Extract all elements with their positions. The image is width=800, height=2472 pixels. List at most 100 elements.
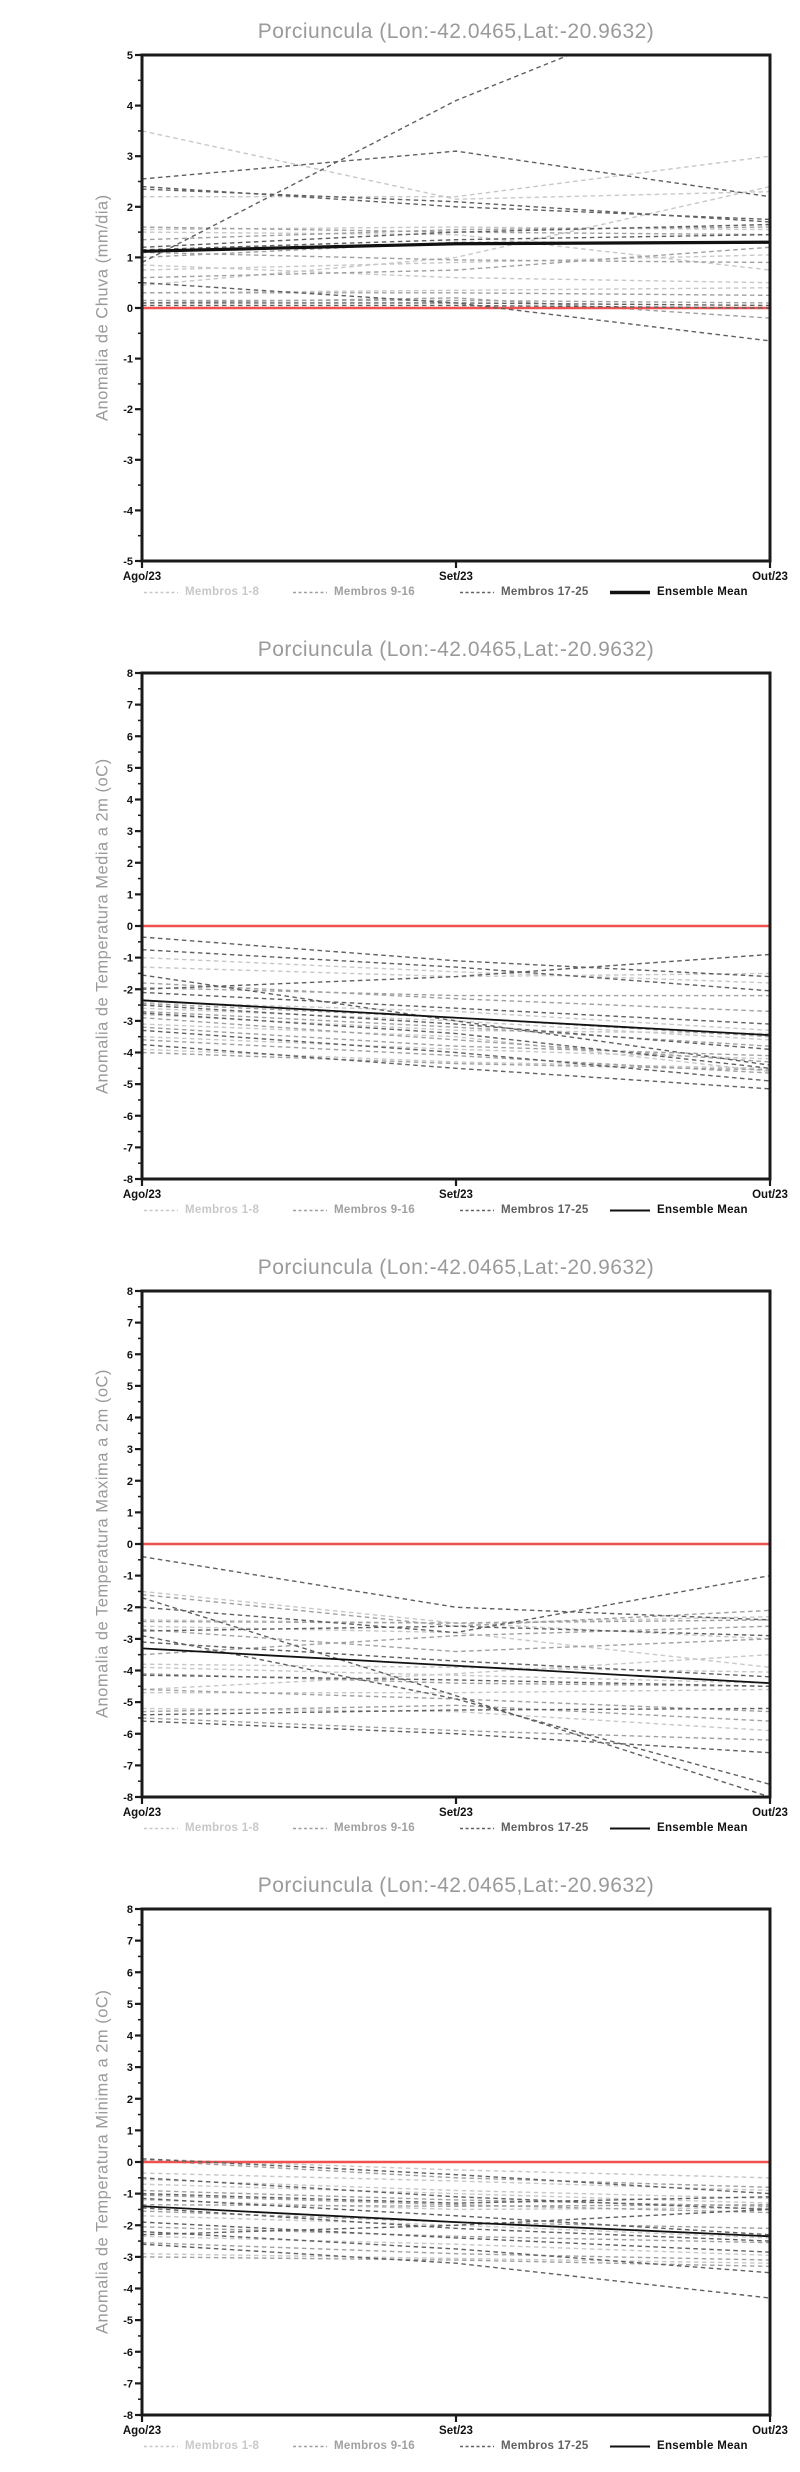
legend-label: Membros 9-16 xyxy=(334,1204,415,1216)
y-tick-label: 5 xyxy=(127,763,133,775)
plot-area: -8 -7 -6 -5 -4 -3 -2 -1 0 1 2 3 4 5 6 7 8 Ago/23 Set/23 Out… xyxy=(123,1286,788,1819)
y-tick-label: 5 xyxy=(127,1381,133,1393)
max-temperature-anomaly-chart-panel: Porciuncula (Lon:-42.0465,Lat:-20.9632) … xyxy=(0,1236,800,1854)
member-line xyxy=(142,2243,770,2299)
y-tick-label: 8 xyxy=(127,1286,133,1298)
member-line xyxy=(142,1012,770,1070)
member-line xyxy=(142,1026,770,1057)
ensemble-mean-line xyxy=(142,240,770,253)
member-line xyxy=(142,226,770,236)
y-tick-label: -5 xyxy=(123,1697,133,1709)
member-line xyxy=(142,1628,770,1653)
y-tick-label: 8 xyxy=(127,668,133,680)
y-tick-label: -3 xyxy=(123,2252,133,2264)
y-tick-label: 4 xyxy=(127,795,134,807)
member-line xyxy=(142,956,770,984)
legend-label: Membros 9-16 xyxy=(334,586,415,598)
y-tick-label: 0 xyxy=(127,303,133,315)
legend-dashed-line-sample xyxy=(460,2445,494,2447)
y-tick-label: -1 xyxy=(123,354,133,366)
y-tick-label: 5 xyxy=(127,50,133,62)
series-layer xyxy=(142,924,770,1090)
member-line xyxy=(142,2172,770,2192)
chart-title: Porciuncula (Lon:-42.0465,Lat:-20.9632) xyxy=(257,1256,655,1279)
ensemble-mean-line xyxy=(142,1647,770,1685)
legend-dashed-line-sample xyxy=(144,2445,178,2447)
member-line xyxy=(142,1653,770,1691)
member-line xyxy=(142,1635,770,1786)
member-line xyxy=(142,1720,770,1754)
ensemble-mean-line xyxy=(142,999,770,1037)
member-line xyxy=(142,1625,770,1656)
member-line xyxy=(142,150,770,198)
member-line xyxy=(142,287,770,294)
series-layer xyxy=(142,2158,770,2299)
member-line xyxy=(142,936,770,978)
legend-label: Ensemble Mean xyxy=(657,1822,748,1834)
y-tick-label: -7 xyxy=(123,2378,133,2390)
x-tick-label: Set/23 xyxy=(439,571,473,583)
member-line xyxy=(142,2197,770,2236)
legend-item-membros-1-8: Membros 1-8 xyxy=(144,1204,259,1216)
member-line xyxy=(142,1004,770,1051)
member-line xyxy=(142,1029,770,1082)
legend-label: Membros 1-8 xyxy=(185,586,260,598)
legend-solid-line-sample xyxy=(610,1209,650,1211)
legend-label: Ensemble Mean xyxy=(657,586,748,598)
ensemble-mean-line xyxy=(142,2205,770,2238)
legend-dashed-line-sample xyxy=(144,1827,178,1829)
member-line xyxy=(142,1597,770,1797)
member-line xyxy=(142,1048,770,1070)
y-tick-label: -5 xyxy=(123,1079,133,1091)
y-tick-label: 2 xyxy=(127,2094,133,2106)
x-tick-label: Ago/23 xyxy=(123,1189,161,1201)
x-tick-label: Out/23 xyxy=(752,571,788,583)
y-tick-label: -2 xyxy=(123,404,133,416)
member-line xyxy=(142,223,770,248)
y-tick-label: -4 xyxy=(123,505,134,517)
y-tick-label: 3 xyxy=(127,1444,133,1456)
member-line xyxy=(142,2178,770,2200)
member-line xyxy=(142,251,770,264)
member-line xyxy=(142,1625,770,1637)
legend-label: Membros 1-8 xyxy=(185,1204,260,1216)
member-line xyxy=(142,185,770,286)
legend-label: Membros 9-16 xyxy=(334,2440,415,2452)
y-tick-label: -8 xyxy=(123,1792,133,1804)
member-line xyxy=(142,188,770,223)
legend-dashed-line-sample xyxy=(293,591,327,593)
member-line xyxy=(142,1666,770,1684)
member-line xyxy=(142,1616,770,1624)
y-tick-label: -3 xyxy=(123,1634,133,1646)
legend-item-membros-9-16: Membros 9-16 xyxy=(293,1204,415,1216)
chart-title: Porciuncula (Lon:-42.0465,Lat:-20.9632) xyxy=(257,20,655,43)
member-line xyxy=(142,2207,770,2242)
y-tick-label: -4 xyxy=(123,2284,134,2296)
legend-label: Membros 1-8 xyxy=(185,1822,260,1834)
member-line xyxy=(142,282,770,342)
plot-area: -5 -4 -3 -2 -1 0 1 2 3 4 5 Ago/23 Set/23 Out/23 xyxy=(123,50,788,583)
member-line xyxy=(142,1688,770,1694)
member-line xyxy=(142,130,770,200)
min-temperature-anomaly-chart-panel: Porciuncula (Lon:-42.0465,Lat:-20.9632) … xyxy=(0,1854,800,2472)
y-tick-label: 1 xyxy=(127,252,133,264)
legend-label: Membros 1-8 xyxy=(185,2440,260,2452)
y-tick-label: -7 xyxy=(123,1142,133,1154)
y-tick-label: -8 xyxy=(123,2410,133,2422)
member-line xyxy=(142,2192,770,2204)
legend-dashed-line-sample xyxy=(293,1209,327,1211)
x-tick-label: Ago/23 xyxy=(123,1807,161,1819)
y-tick-label: -1 xyxy=(123,1571,133,1583)
y-tick-label: 0 xyxy=(127,921,133,933)
member-line xyxy=(142,1641,770,1678)
y-tick-label: 1 xyxy=(127,1507,133,1519)
legend-label: Membros 17-25 xyxy=(501,2440,589,2452)
member-line xyxy=(142,55,571,264)
member-line xyxy=(142,1619,770,1624)
legend-item-membros-1-8: Membros 1-8 xyxy=(144,586,259,598)
member-line xyxy=(142,1001,770,1032)
legend-label: Membros 17-25 xyxy=(501,1822,589,1834)
member-line xyxy=(142,246,770,279)
y-tick-label: 7 xyxy=(127,1936,133,1948)
y-tick-label: 7 xyxy=(127,700,133,712)
